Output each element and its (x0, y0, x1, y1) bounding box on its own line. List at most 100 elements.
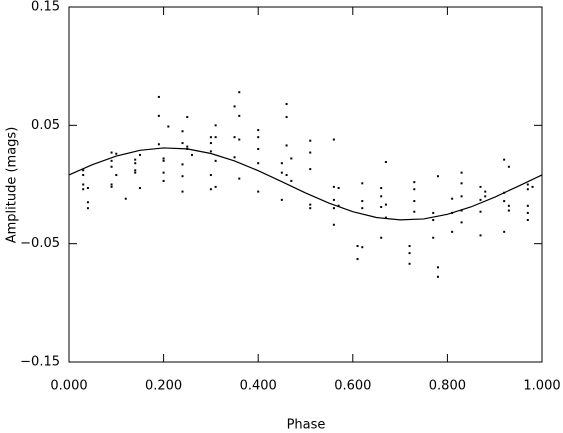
data-point (110, 151, 113, 154)
data-point (233, 136, 236, 139)
data-point (479, 185, 482, 188)
data-point (356, 258, 359, 261)
data-point (436, 275, 439, 278)
x-tick-label: 0.000 (50, 379, 87, 394)
data-point (124, 197, 127, 200)
data-point (214, 185, 217, 188)
y-tick-label: 0.15 (31, 0, 60, 15)
data-point (451, 230, 454, 233)
y-tick-label: −0.05 (20, 236, 60, 251)
data-point (337, 187, 340, 190)
data-point (181, 190, 184, 193)
data-point (361, 182, 364, 185)
data-point (257, 190, 260, 193)
data-point (138, 187, 141, 190)
plot-frame (68, 6, 543, 363)
data-point (86, 201, 89, 204)
data-point (479, 234, 482, 237)
data-point (384, 203, 387, 206)
data-point (209, 142, 212, 145)
data-point (408, 262, 411, 265)
data-point (332, 223, 335, 226)
data-point (290, 179, 293, 182)
data-point (332, 198, 335, 201)
data-point (157, 95, 160, 98)
data-point (214, 136, 217, 139)
data-point (332, 185, 335, 188)
data-point (82, 169, 85, 172)
data-point (257, 129, 260, 132)
data-point (503, 200, 506, 203)
data-point (115, 152, 118, 155)
data-point (332, 207, 335, 210)
data-point (460, 195, 463, 198)
data-point (432, 236, 435, 239)
data-point (214, 159, 217, 162)
data-point (181, 175, 184, 178)
x-tick-label: 0.800 (429, 379, 466, 394)
y-axis-label: Amplitude (mags) (5, 127, 20, 244)
data-point (162, 179, 165, 182)
data-point (380, 236, 383, 239)
data-point (503, 158, 506, 161)
data-point (484, 195, 487, 198)
data-point (238, 114, 241, 117)
data-point (290, 157, 293, 160)
data-point (479, 210, 482, 213)
data-point (337, 204, 340, 207)
data-point (526, 183, 529, 186)
data-point (110, 159, 113, 162)
data-point (460, 182, 463, 185)
data-point (285, 174, 288, 177)
data-point (309, 151, 312, 154)
data-point (110, 165, 113, 168)
data-point (209, 136, 212, 139)
data-point (257, 136, 260, 139)
y-tick-label: 0.05 (31, 118, 60, 133)
data-point (162, 171, 165, 174)
data-point (186, 145, 189, 148)
data-point (432, 211, 435, 214)
data-point (134, 169, 137, 172)
data-point (134, 162, 137, 165)
x-axis-label: Phase (287, 418, 326, 433)
data-point (309, 168, 312, 171)
data-point (413, 181, 416, 184)
data-point (110, 185, 113, 188)
data-point (356, 245, 359, 248)
data-point (280, 171, 283, 174)
data-point (157, 114, 160, 117)
data-point (309, 207, 312, 210)
data-point (285, 103, 288, 106)
data-point (181, 163, 184, 166)
data-point (479, 198, 482, 201)
data-point (413, 200, 416, 203)
data-point (285, 116, 288, 119)
data-point (460, 171, 463, 174)
data-point (484, 190, 487, 193)
fit-curve (68, 147, 543, 221)
x-tick-label: 0.600 (334, 379, 371, 394)
data-point (460, 209, 463, 212)
data-point (380, 205, 383, 208)
data-point (526, 188, 529, 191)
data-point (413, 210, 416, 213)
data-point (167, 125, 170, 128)
data-point (384, 216, 387, 219)
data-point (309, 203, 312, 206)
data-point (186, 116, 189, 119)
data-point (233, 156, 236, 159)
data-point (309, 139, 312, 142)
data-point (157, 143, 160, 146)
data-point (507, 204, 510, 207)
data-point (110, 183, 113, 186)
data-point (436, 175, 439, 178)
data-point (436, 266, 439, 269)
data-point (257, 162, 260, 165)
y-tick-label: −0.15 (20, 355, 60, 370)
data-point (257, 148, 260, 150)
data-point (361, 246, 364, 249)
x-tick-label: 1.000 (523, 379, 560, 394)
data-point (503, 230, 506, 233)
